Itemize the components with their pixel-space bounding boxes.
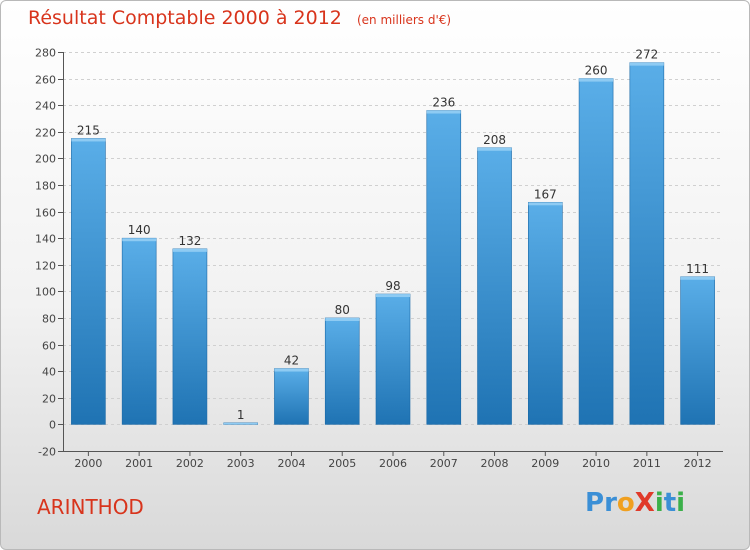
bar [680,276,715,425]
y-tick-label: 40 [42,366,56,379]
logo-letter: i [654,488,664,518]
x-tick-label: 2011 [633,457,661,470]
bar-value-label: 1 [237,408,245,422]
bar [528,201,563,425]
bar [274,368,309,425]
y-tick-label: 240 [35,100,56,113]
bars [71,62,715,425]
y-tick-label: 140 [35,233,56,246]
x-tick-label: 2004 [277,457,305,470]
bar-value-label: 215 [77,123,100,137]
y-tick-label: 120 [35,260,56,273]
y-tick-label: 80 [42,313,56,326]
bar [172,248,208,425]
y-tick-label: 20 [42,393,56,406]
bar-highlight [477,147,512,151]
bar [629,62,665,425]
logo-letter: X [634,488,655,518]
bar [71,138,106,425]
bar-value-label: 132 [178,234,201,248]
y-tick-label: 60 [42,340,56,353]
x-tick-label: 2002 [176,457,204,470]
x-tick-label: 2003 [227,457,255,470]
commune-name: ARINTHOD [37,495,144,519]
bar-value-label: 42 [284,354,299,368]
bar-value-label: 98 [385,279,400,293]
bar-highlight [426,110,461,114]
bar-highlight [528,202,563,206]
x-tick-label: 2012 [684,457,712,470]
bar-highlight [274,368,309,372]
bar-value-label: 167 [534,187,557,201]
logo-letter: o [616,488,635,518]
y-tick-label: 220 [35,127,56,140]
y-tick-label: 0 [49,419,56,432]
logo-letter: r [604,488,617,518]
bar [121,237,157,425]
bar-value-label: 140 [128,223,151,237]
bar [375,293,411,425]
bar [426,110,462,425]
bar-highlight [629,62,664,66]
bar-highlight [579,78,614,82]
bar [324,317,360,425]
bar-highlight [376,294,410,298]
chart-subtitle: (en milliers d'€) [356,13,452,27]
value-labels: 215 140 132 1 42 80 98 236 208 167 260 272 111 [77,48,709,422]
bar-value-label: 236 [432,96,455,110]
bar-highlight [223,422,258,425]
y-tick-label: 200 [35,153,56,166]
y-tick-label: 100 [35,286,56,299]
x-tick-label: 2006 [379,457,407,470]
chart-title: Résultat Comptable 2000 à 2012 [28,7,342,29]
y-tick-label: 280 [35,47,56,60]
bar-value-label: 80 [335,303,350,317]
x-tick-label: 2009 [531,457,559,470]
bar-value-label: 111 [686,262,709,276]
x-tick-label: 2001 [125,457,153,470]
bar-highlight [122,238,157,242]
bar-highlight [71,138,106,142]
proxiti-logo: ProXiti [585,488,685,518]
x-tick-label: 2000 [74,457,102,470]
logo-letter: P [585,488,605,518]
x-tick-label: 2008 [481,457,509,470]
bar-highlight [172,248,207,252]
axes: -200204060801001201401601802002202402602… [35,47,723,470]
x-tick-label: 2007 [430,457,458,470]
bar [477,147,512,425]
x-tick-label: 2005 [328,457,356,470]
x-tick-label: 2010 [582,457,610,470]
bar-value-label: 208 [483,133,506,147]
chart-title-block: Résultat Comptable 2000 à 2012 (en milli… [28,7,451,29]
logo-letter: i [676,488,686,518]
logo-letter: t [663,488,677,518]
bar-value-label: 260 [585,64,608,78]
y-tick-label: 180 [35,180,56,193]
bar-highlight [325,318,360,321]
bar [578,78,614,425]
y-tick-label: -20 [38,446,56,459]
y-tick-label: 160 [35,207,56,220]
y-tick-label: 260 [35,74,56,87]
bar-highlight [680,276,715,280]
bar-value-label: 272 [635,48,658,62]
